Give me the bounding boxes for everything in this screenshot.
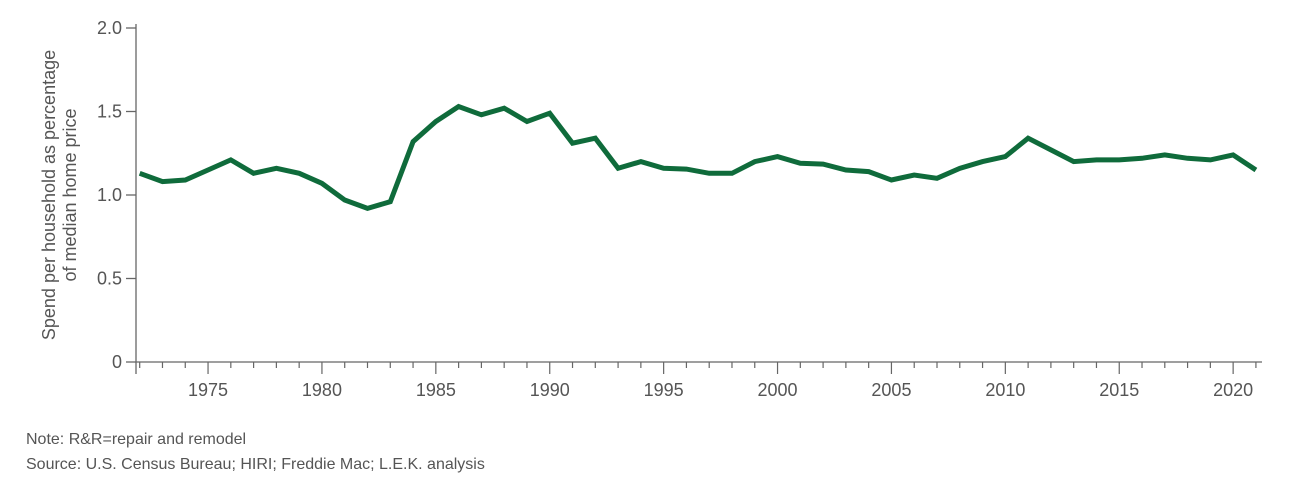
x-tick-label: 1990 xyxy=(530,380,570,400)
chart-note: Note: R&R=repair and remodel xyxy=(26,431,247,448)
series-line xyxy=(138,103,1258,212)
x-tick-label: 1985 xyxy=(416,380,456,400)
chart-source: Source: U.S. Census Bureau; HIRI; Freddi… xyxy=(26,456,485,473)
x-tick-label: 2000 xyxy=(758,380,798,400)
series-group xyxy=(138,103,1258,212)
y-axis-title-line1: Spend per household as percentage xyxy=(39,50,59,340)
line-chart: 0 0.5 1.0 1.5 2.0 1975 1980 1985 1990 1995 2000 20… xyxy=(39,18,1262,400)
y-tick-label: 1.5 xyxy=(97,102,122,122)
y-tick-label: 2.0 xyxy=(97,18,122,38)
x-tick-label: 1975 xyxy=(188,380,228,400)
x-tick-label: 2005 xyxy=(871,380,911,400)
y-tick-label: 0 xyxy=(112,352,122,372)
x-tick-label: 1980 xyxy=(302,380,342,400)
y-axis-title-line2: of median home price xyxy=(60,108,80,281)
y-tick-label: 0.5 xyxy=(97,269,122,289)
y-axis: 0 0.5 1.0 1.5 2.0 xyxy=(97,18,137,374)
x-tick-label: 1995 xyxy=(644,380,684,400)
x-axis: 1975 1980 1985 1990 1995 2000 2005 2010 2015 2020 xyxy=(136,361,1262,400)
y-tick-label: 1.0 xyxy=(97,185,122,205)
x-tick-label: 2015 xyxy=(1099,380,1139,400)
x-tick-label: 2020 xyxy=(1213,380,1253,400)
x-tick-label: 2010 xyxy=(985,380,1025,400)
